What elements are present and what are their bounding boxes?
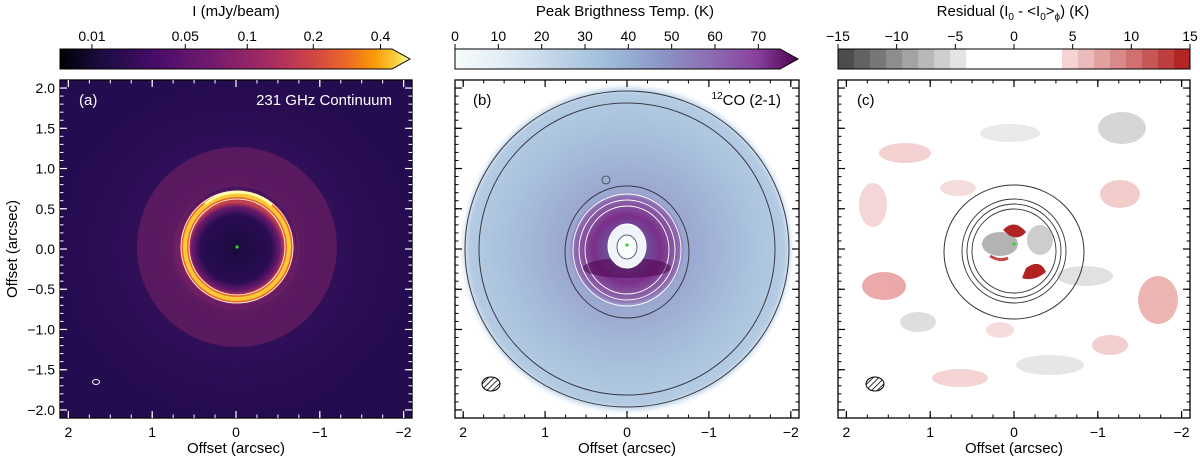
colorbar-tick-label: 0.1 [238,28,258,44]
colorbar-c-step [1110,49,1127,69]
colorbar-tick-label: −10 [885,28,909,44]
y-tick-label: 2.0 [36,80,56,96]
colorbar-c-step [950,49,967,69]
colorbar-c-step [1078,49,1095,69]
colorbar-tick-label: 5 [1069,28,1077,44]
x-tick-label: 1 [541,424,549,440]
panel-a-label: (a) [79,92,97,109]
colorbar-tick-label: 10 [491,28,507,44]
colorbar-c-step [838,49,855,69]
x-tick-label: −2 [396,424,412,440]
x-tick-label: −1 [701,424,717,440]
colorbar-c-ticks: −15 −10 −5 0 5 10 15 [826,28,1198,49]
x-tick-label: −1 [312,424,328,440]
colorbar-c-step [934,49,951,69]
x-tick-label: −1 [1090,424,1106,440]
colorbar-c-step [1126,49,1143,69]
panel-b-title-main: CO (2-1) [723,92,781,109]
colorbar-c-step [854,49,871,69]
x-tick-label: −2 [783,424,799,440]
colorbar-tick-label: 40 [621,28,637,44]
colorbar-b-label: Peak Brigthness Temp. (K) [536,3,714,20]
y-tick-label: −1.0 [27,321,55,337]
colorbar-tick-label: −5 [947,28,963,44]
colorbar-c-step [982,49,999,69]
x-tick-label: 2 [64,424,72,440]
x-tick-label: 2 [459,424,467,440]
colorbar-c-step [966,49,983,69]
panel-a: I (mJy/beam) 0.01 0.05 0.1 0.2 0.4 (a) 231 G… [4,3,413,457]
colorbar-c-step [1046,49,1063,69]
colorbar-tick-label: 0.2 [304,28,324,44]
colorbar-a-label: I (mJy/beam) [192,3,280,20]
colorbar-c-step [1174,49,1191,69]
x-tick-label: −2 [1174,424,1190,440]
colorbar-c-step [998,49,1015,69]
colorbar-c-step [1030,49,1047,69]
colorbar-c-step [1014,49,1031,69]
image-c [838,80,1190,418]
y-tick-label: −1.5 [27,362,55,378]
panel-b-title-sup: 12 [712,91,724,102]
y-tick-label: 0.0 [36,241,56,257]
panel-b: Peak Brigthness Temp. (K) 0 10 20 30 40 50 60 7… [451,3,800,457]
colorbar-tick-label: 70 [751,28,767,44]
y-tick-label: 1.0 [36,161,56,177]
colorbar-tick-label: 0.05 [172,28,199,44]
colorbar-tick-label: 30 [577,28,593,44]
x-tick-label: 0 [623,424,631,440]
colorbar-c-step [918,49,935,69]
image-a [60,80,412,418]
panel-c-label: (c) [857,92,875,109]
x-tick-label: 0 [232,424,240,440]
x-tick-label: 0 [1010,424,1018,440]
colorbar-tick-label: −15 [826,28,850,44]
colorbar-c-step [1094,49,1111,69]
colorbar-tick-label: 0 [451,28,459,44]
colorbar-c-step [1062,49,1079,69]
axes-a-xlabel: Offset (arcsec) [187,440,285,457]
y-tick-label: 1.5 [36,120,56,136]
colorbar-c-step [886,49,903,69]
colorbar-c-step [1142,49,1159,69]
panel-a-title: 231 GHz Continuum [256,92,392,109]
colorbar-b-ticks: 0 10 20 30 40 50 60 70 [451,28,766,49]
panel-b-label: (b) [473,92,491,109]
colorbar-c-step [870,49,887,69]
axes-b-xlabel: Offset (arcsec) [578,440,676,457]
colorbar-tick-label: 15 [1182,28,1198,44]
colorbar-b [454,48,800,70]
colorbar-tick-label: 10 [1124,28,1140,44]
axes-c-ticks: 2 1 0 −1 −2 [838,80,1190,440]
y-tick-label: 0.5 [36,201,56,217]
y-tick-label: −2.0 [27,402,55,418]
colorbar-tick-label: 60 [707,28,723,44]
colorbar-a-ticks: 0.01 0.05 0.1 0.2 0.4 [78,28,390,49]
x-tick-label: 1 [926,424,934,440]
colorbar-a [59,48,412,70]
y-tick-label: −0.5 [27,281,55,297]
colorbar-c-step [902,49,919,69]
panel-b-title: 12CO (2-1) [712,91,781,109]
x-tick-label: 2 [842,424,850,440]
axes-b-ticks: 2 1 0 −1 −2 [455,80,799,440]
image-b [455,80,799,418]
axes-a-ylabel: Offset (arcsec) [4,200,21,298]
colorbar-c-step [1158,49,1175,69]
colorbar-tick-label: 0.01 [78,28,105,44]
colorbar-c [838,49,1191,69]
colorbar-tick-label: 50 [664,28,680,44]
axes-a-ticks: 2 1 0 −1 −2 2.0 1.5 1.0 0.5 0.0 −0.5 −1.0 −1.5 −2.0 [27,80,412,440]
x-tick-label: 1 [148,424,156,440]
colorbar-tick-label: 20 [534,28,550,44]
colorbar-tick-label: 0.4 [371,28,391,44]
colorbar-c-label: Residual (I0 - <I0>ϕ) (K) [937,3,1090,23]
colorbar-tick-label: 0 [1010,28,1018,44]
panel-c: Residual (I0 - <I0>ϕ) (K) −15 −10 −5 0 5 10 15 [826,3,1198,457]
axes-c-xlabel: Offset (arcsec) [965,440,1063,457]
